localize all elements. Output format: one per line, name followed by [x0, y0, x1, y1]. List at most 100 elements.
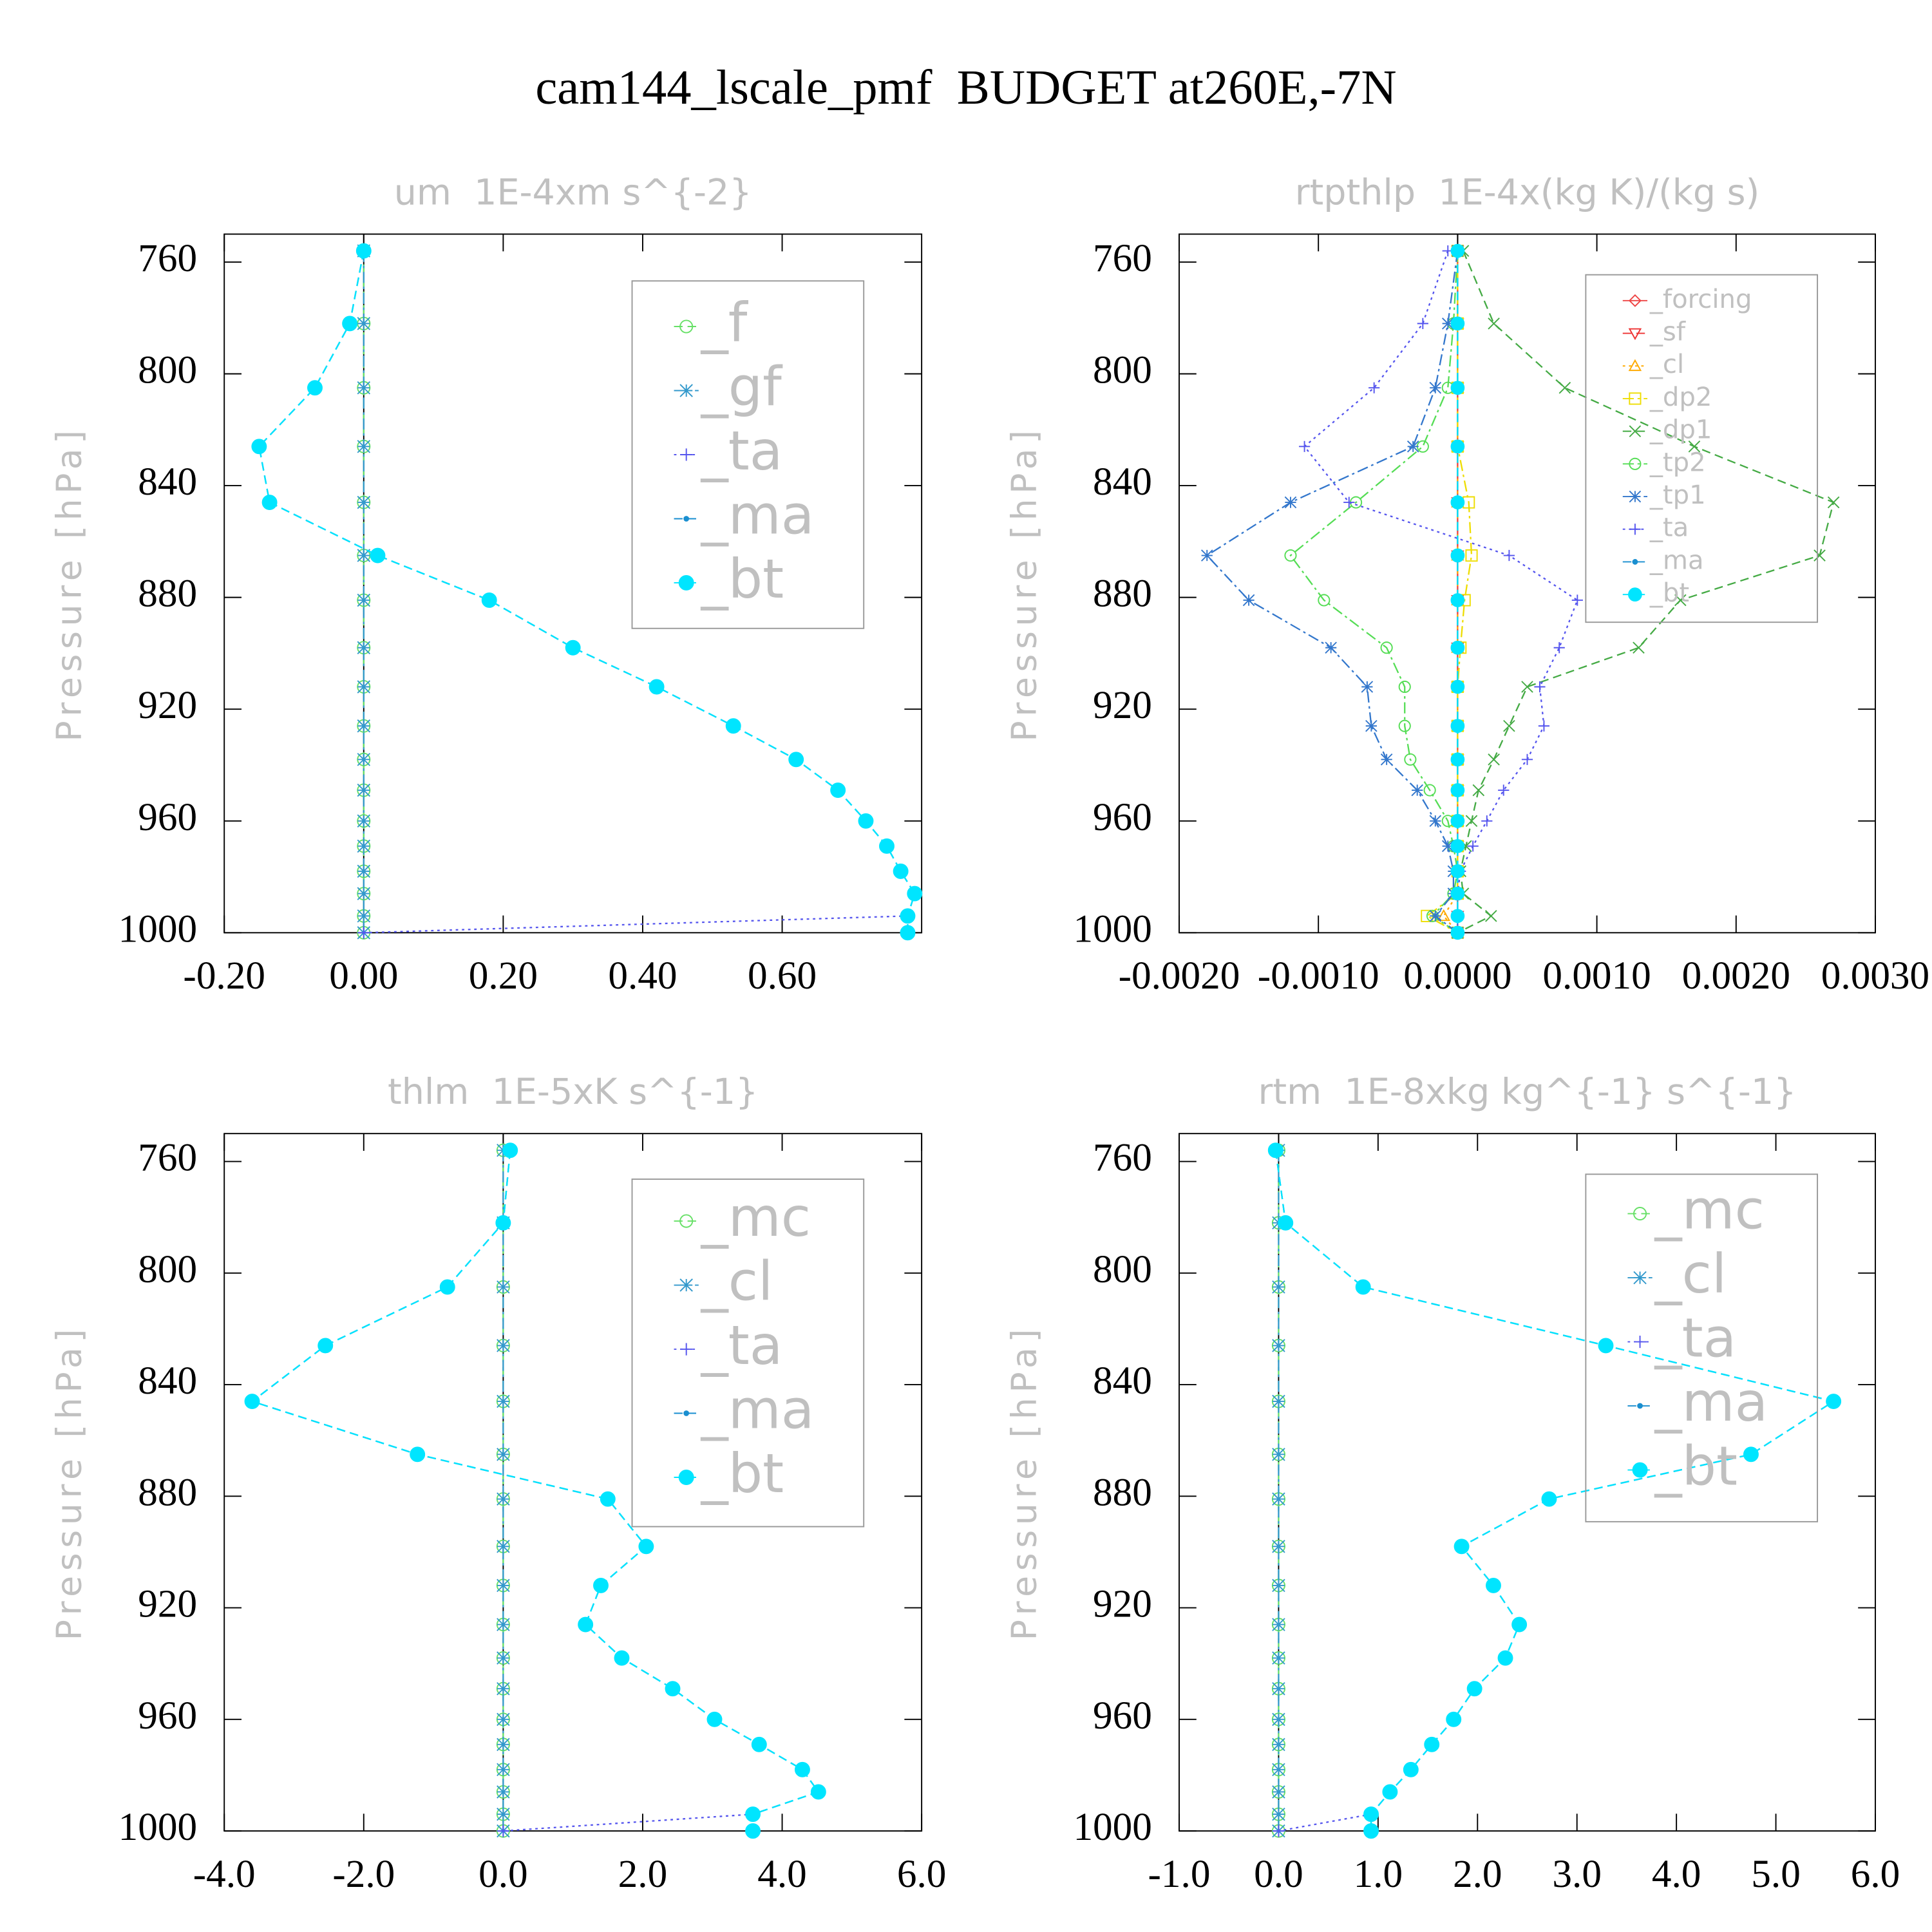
- data-point: [357, 909, 371, 923]
- legend-label: _tp2: [1649, 448, 1706, 477]
- legend-marker: [1628, 587, 1642, 602]
- data-point: [1278, 1215, 1294, 1231]
- legend-label: _ma: [1649, 545, 1704, 575]
- data-point: [357, 814, 371, 828]
- y-tick-label: 880: [138, 572, 197, 616]
- legend-marker: [1629, 425, 1642, 437]
- data-point: [1571, 594, 1583, 606]
- data-point: [1380, 753, 1393, 766]
- x-tick-label: 2.0: [618, 1852, 668, 1896]
- data-point: [1450, 316, 1465, 331]
- data-point: [1503, 719, 1515, 732]
- legend-marker: [679, 384, 693, 397]
- legend-marker: [679, 319, 694, 334]
- data-point: [1363, 1823, 1379, 1839]
- data-point: [1538, 720, 1550, 732]
- data-point: [1450, 783, 1465, 797]
- data-point: [1417, 317, 1428, 329]
- data-point: [1450, 495, 1465, 509]
- data-point: [307, 380, 323, 396]
- data-point: [907, 886, 923, 902]
- legend-label: _forcing: [1649, 285, 1752, 314]
- legend-marker: [1632, 559, 1638, 565]
- plot-frame: [1179, 233, 1876, 934]
- x-tick-label: -0.0020: [1119, 954, 1240, 998]
- data-point: [788, 752, 804, 768]
- data-point: [1361, 681, 1374, 693]
- data-point: [357, 381, 371, 395]
- data-point: [1465, 815, 1478, 828]
- legend-label: _ma: [1654, 1370, 1768, 1434]
- legend-marker: [1629, 457, 1642, 470]
- data-point: [317, 1338, 334, 1354]
- data-point: [497, 1712, 510, 1727]
- data-point: [497, 1651, 510, 1665]
- data-point: [858, 813, 874, 829]
- x-tick-label: 0.20: [469, 954, 538, 998]
- data-point: [1446, 1711, 1462, 1727]
- data-point: [1486, 1577, 1501, 1593]
- data-point: [1437, 909, 1451, 922]
- plot-frame: [223, 1133, 923, 1832]
- legend-marker: [1629, 392, 1642, 405]
- data-point: [1553, 642, 1565, 654]
- y-tick-label: 840: [1093, 1359, 1152, 1403]
- y-axis-label: Pressure [hPa]: [49, 425, 90, 741]
- y-tick-label: 840: [138, 1359, 197, 1403]
- data-point: [1272, 1712, 1285, 1727]
- data-point: [251, 439, 267, 455]
- plot-frame: [1179, 1133, 1876, 1832]
- data-point: [357, 839, 371, 853]
- y-tick-label: 960: [1093, 795, 1152, 839]
- x-tick-label: 1.0: [1354, 1852, 1403, 1896]
- data-point: [1284, 549, 1297, 562]
- x-tick-label: 5.0: [1751, 1852, 1801, 1896]
- series-line: [1206, 251, 1459, 934]
- data-point: [497, 1448, 510, 1461]
- legend-label: _sf: [1649, 317, 1686, 347]
- data-point: [794, 1761, 810, 1777]
- data-point: [1521, 753, 1533, 765]
- y-tick-label: 960: [138, 1694, 197, 1738]
- x-tick-label: 0.0000: [1403, 954, 1511, 998]
- data-point: [357, 887, 371, 900]
- data-point: [1272, 1540, 1285, 1553]
- data-point: [1272, 1492, 1285, 1506]
- data-point: [497, 1578, 510, 1593]
- data-point: [1450, 548, 1465, 563]
- legend-label: _mc: [701, 1186, 811, 1249]
- data-point: [1429, 381, 1442, 394]
- legend-label: _ta: [1649, 513, 1689, 543]
- data-point: [357, 926, 370, 939]
- legend-label: _gf: [701, 355, 784, 418]
- legend-label: _cl: [1654, 1242, 1727, 1305]
- data-point: [357, 549, 371, 562]
- x-tick-label: 4.0: [757, 1852, 807, 1896]
- data-point: [1380, 641, 1393, 654]
- y-tick-label: 920: [1093, 683, 1152, 727]
- y-tick-label: 960: [138, 795, 197, 839]
- series-line: [503, 1813, 753, 1832]
- data-point: [1450, 719, 1465, 734]
- data-point: [638, 1539, 654, 1555]
- legend-label: _ma: [701, 483, 815, 546]
- legend-label: _bt: [701, 547, 784, 611]
- data-point: [1272, 1807, 1285, 1821]
- y-tick-label: 1000: [118, 1805, 197, 1849]
- y-tick-label: 920: [138, 683, 197, 727]
- x-tick-label: 0.0030: [1821, 954, 1929, 998]
- plot-frame: [223, 233, 923, 934]
- x-tick-label: 0.0010: [1542, 954, 1651, 998]
- data-point: [1365, 719, 1378, 732]
- legend-label: _bt: [1649, 578, 1689, 608]
- y-tick-label: 800: [1093, 348, 1152, 392]
- legend-label: _bt: [1654, 1434, 1738, 1497]
- data-point: [1450, 909, 1465, 923]
- data-point: [1481, 815, 1493, 827]
- x-tick-label: -0.20: [183, 954, 265, 998]
- data-point: [497, 1738, 510, 1752]
- y-tick-label: 880: [1093, 572, 1152, 616]
- data-point: [1272, 1651, 1285, 1665]
